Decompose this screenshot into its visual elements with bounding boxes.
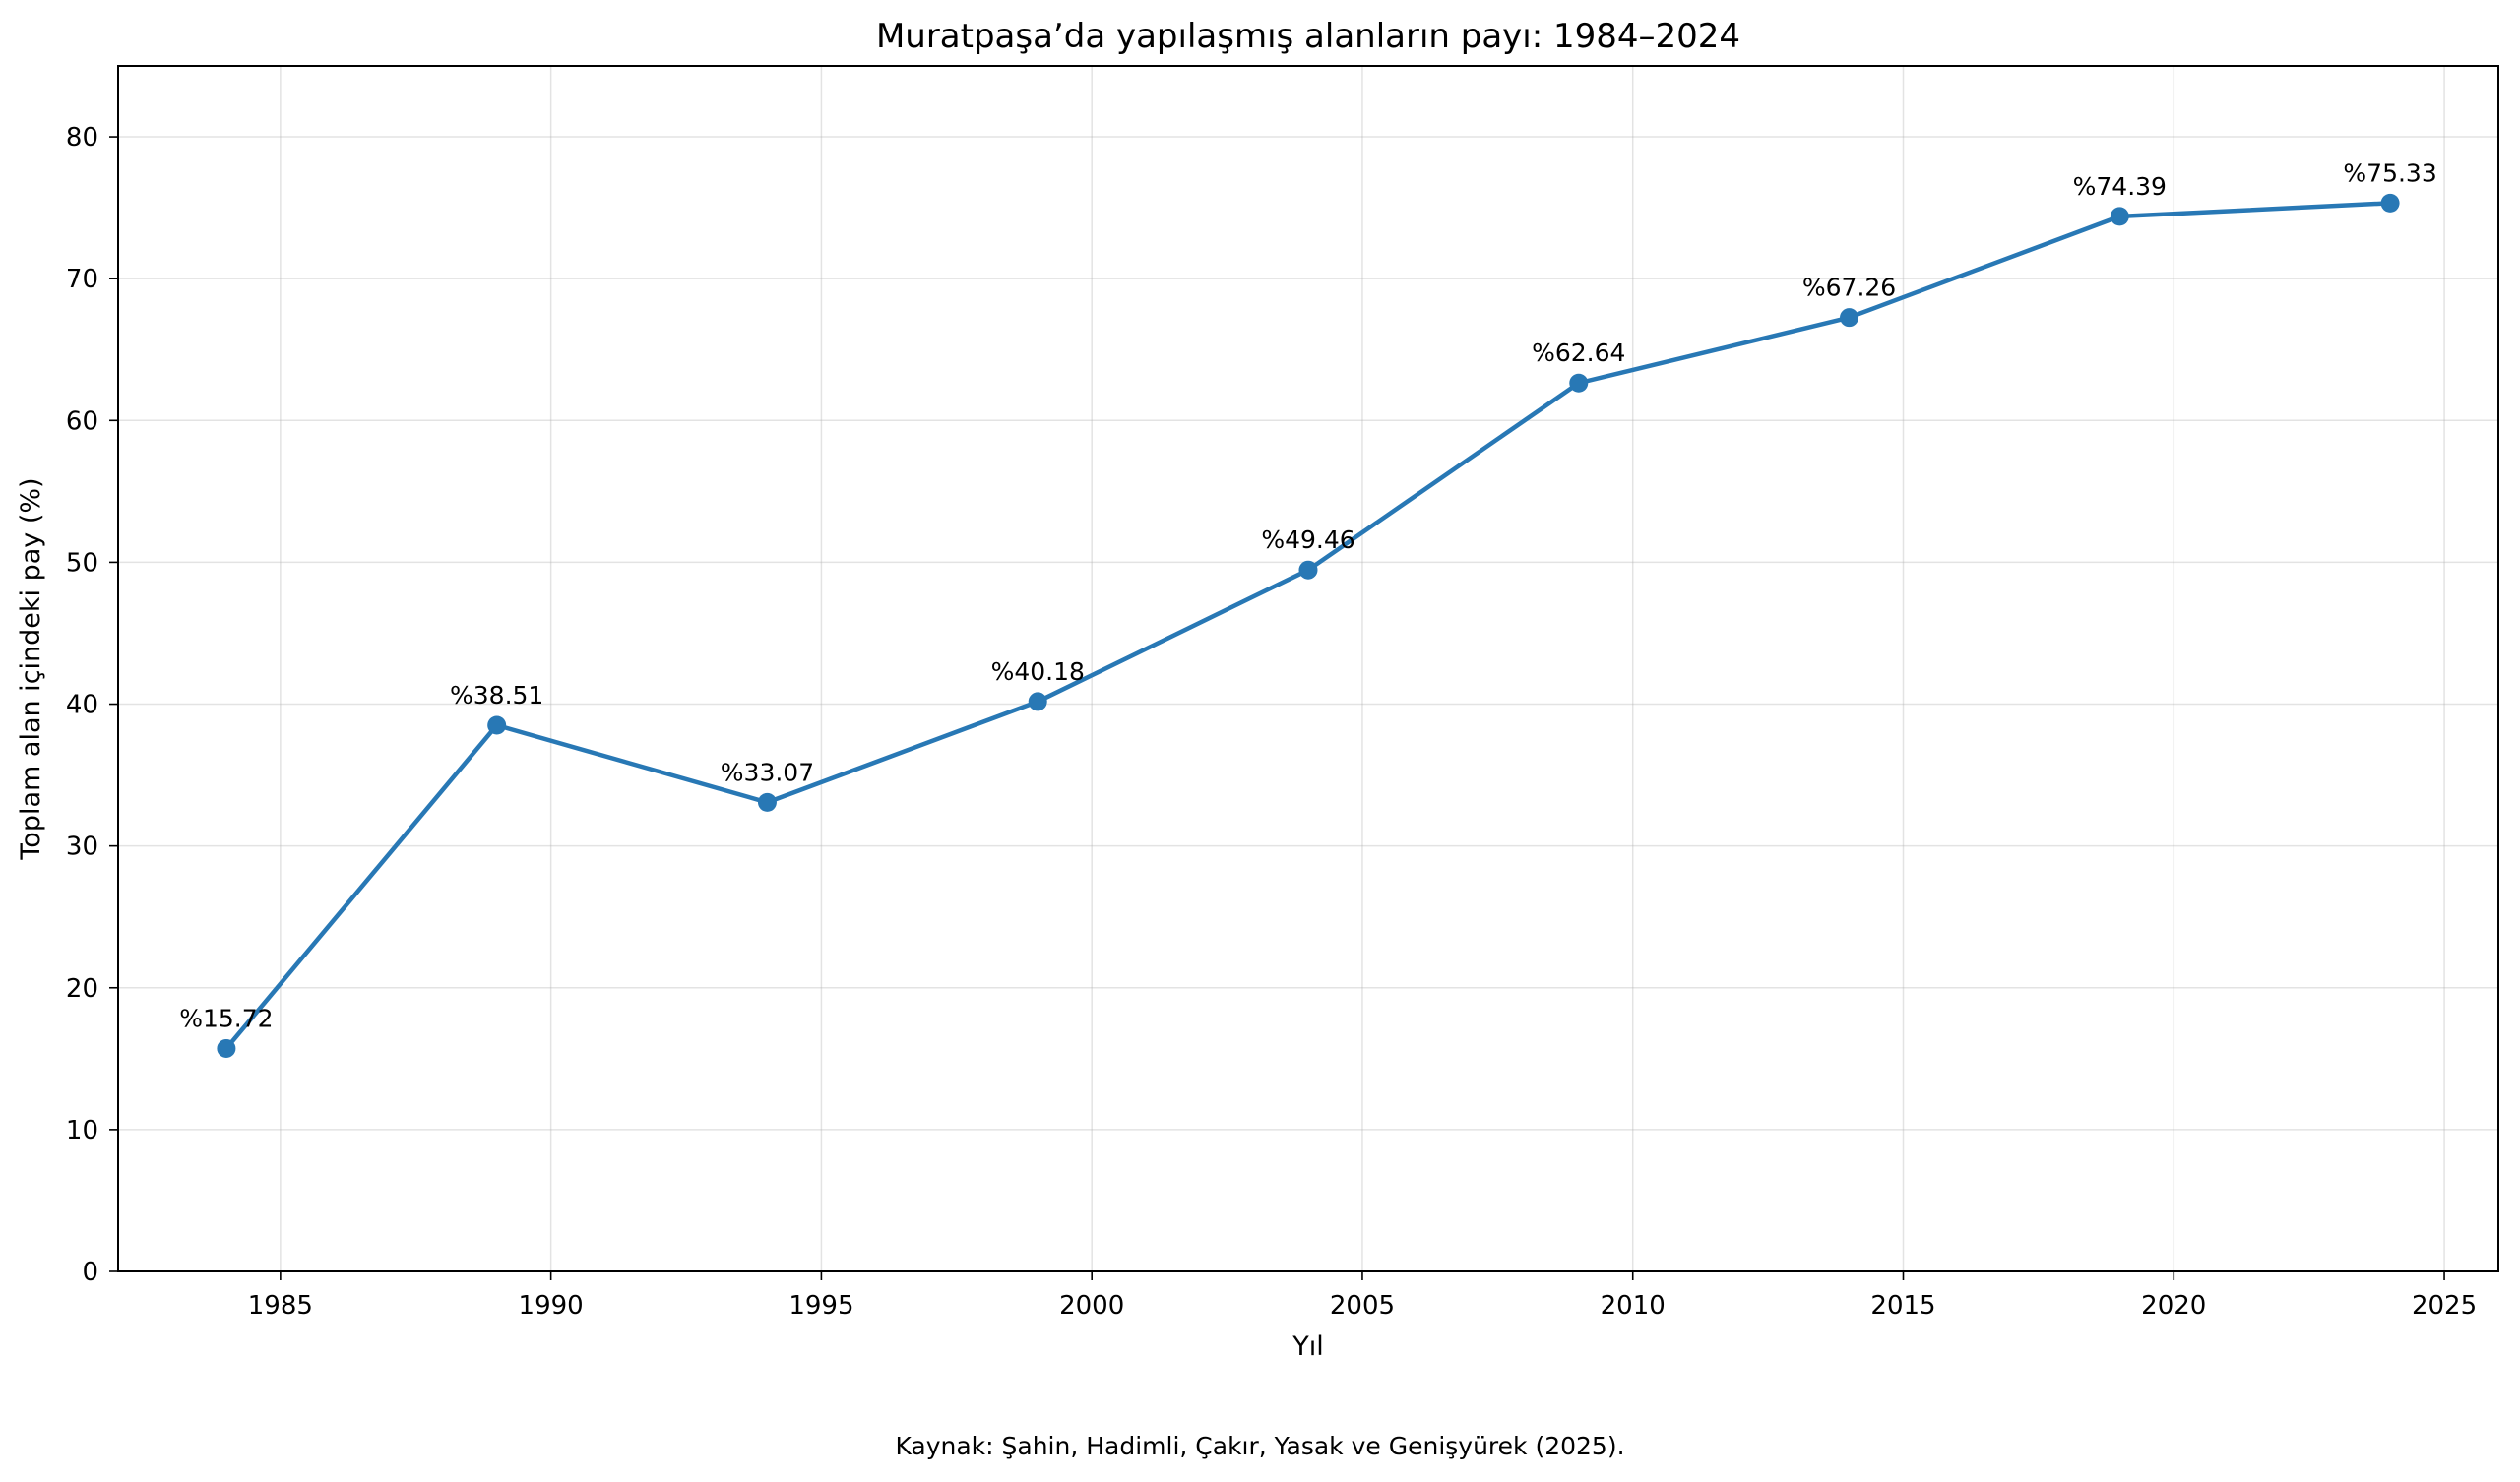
y-tick-label: 20	[66, 974, 98, 1004]
x-tick-label: 1985	[248, 1291, 313, 1321]
x-axis-label: Yıl	[1292, 1331, 1324, 1362]
x-tick-label: 2025	[2412, 1291, 2477, 1321]
data-label: %75.33	[2343, 158, 2436, 187]
x-tick-label: 2015	[1870, 1291, 1935, 1321]
data-point	[1028, 692, 1047, 711]
data-label: %74.39	[2073, 172, 2167, 201]
axis-ticks: 1985 1990 1995 2000 2005 2010 2015 2020 2025 0 10 2…	[66, 123, 2477, 1321]
y-axis-label: Toplam alan içindeki pay (%)	[16, 477, 46, 860]
y-tick-label: 50	[66, 548, 98, 578]
data-label: %40.18	[991, 657, 1085, 686]
data-point	[2110, 207, 2129, 226]
data-label: %15.72	[179, 1004, 273, 1032]
y-tick-label: 10	[66, 1116, 98, 1145]
x-tick-label: 1995	[788, 1291, 853, 1321]
data-label: %33.07	[721, 758, 814, 786]
y-tick-label: 30	[66, 833, 98, 862]
grid-lines	[118, 66, 2498, 1272]
data-label: %38.51	[450, 681, 543, 710]
data-point	[487, 715, 507, 735]
x-tick-label: 2010	[1601, 1291, 1666, 1321]
y-tick-label: 80	[66, 123, 98, 153]
data-labels: %15.72 %38.51 %33.07 %40.18 %49.46 %62.64 %67.…	[179, 158, 2437, 1032]
x-tick-label: 1990	[519, 1291, 584, 1321]
data-point	[217, 1038, 236, 1058]
y-tick-label: 70	[66, 265, 98, 294]
chart-title: Muratpaşa’da yapılaşmış alanların payı: …	[876, 17, 1740, 56]
y-tick-label: 40	[66, 691, 98, 720]
x-tick-label: 2000	[1059, 1291, 1124, 1321]
data-label: %62.64	[1532, 339, 1625, 367]
data-series	[217, 193, 2400, 1058]
x-tick-label: 2005	[1330, 1291, 1395, 1321]
data-point	[1298, 560, 1318, 580]
data-label: %67.26	[1802, 274, 1896, 302]
y-tick-label: 0	[82, 1258, 98, 1287]
data-point	[2380, 193, 2400, 213]
x-tick-label: 2020	[2141, 1291, 2206, 1321]
plot-area-frame	[117, 65, 2499, 1272]
data-point	[757, 792, 777, 812]
data-label: %49.46	[1261, 525, 1354, 554]
source-note: Kaynak: Şahin, Hadimli, Çakır, Yasak ve …	[895, 1432, 1624, 1460]
y-tick-label: 60	[66, 406, 98, 436]
data-point	[1569, 373, 1589, 393]
data-point	[1840, 308, 1859, 328]
